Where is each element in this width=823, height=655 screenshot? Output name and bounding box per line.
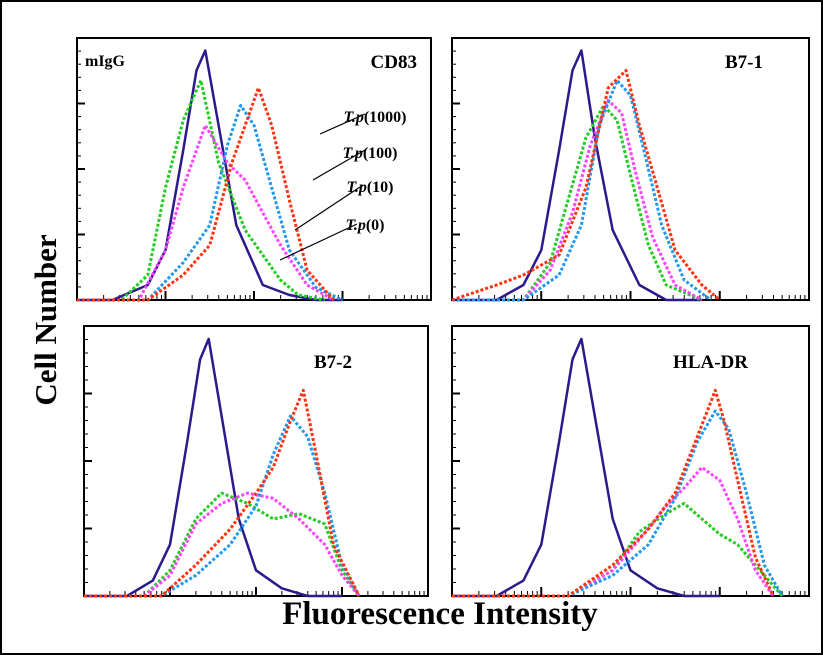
- plot-frame-b7-2: [83, 325, 429, 597]
- series-line-migg-hla-dr: [452, 337, 720, 598]
- outer-border-bottom: [0, 653, 823, 655]
- histogram-panel-hla-dr: HLA-DR: [448, 322, 813, 598]
- series-line-migg-b7-2: [84, 337, 342, 598]
- annotation-leader-t-p-0: [279, 223, 358, 261]
- series-line-migg-cd83: [77, 49, 343, 302]
- histogram-panel-b7-1: B7-1: [448, 30, 813, 310]
- series-line-t-p-1000-hla-dr: [452, 388, 775, 598]
- annotation-leader-t-p-1000: [319, 113, 366, 135]
- corner-label-cd83: mIgG: [85, 53, 126, 70]
- annotation-leader-t-p-100: [312, 149, 366, 181]
- series-line-t-p-10-hla-dr: [452, 465, 775, 598]
- annotation-label-t-p-100: T.p(100): [343, 145, 398, 162]
- panel-title-b7-1: B7-1: [725, 52, 763, 73]
- plot-frame-cd83: [76, 37, 432, 301]
- series-line-t-p-10-b7-2: [84, 491, 361, 598]
- outer-border-top: [0, 0, 823, 2]
- y-axis-label: Cell Number: [28, 234, 63, 406]
- histogram-svg-b7-1: B7-1: [451, 37, 810, 302]
- histogram-panel-b7-2: B7-2: [72, 322, 438, 598]
- series-line-t-p-0-cd83: [77, 78, 326, 302]
- series-line-t-p-0-b7-2: [84, 491, 361, 598]
- panel-title-hla-dr: HLA-DR: [673, 352, 748, 373]
- series-line-t-p-100-hla-dr: [452, 409, 784, 598]
- histogram-svg-b7-2: B7-2: [83, 325, 429, 598]
- panel-title-cd83: CD83: [371, 52, 417, 73]
- series-line-migg-b7-1: [452, 49, 702, 302]
- outer-border-right: [821, 0, 823, 655]
- series-line-t-p-1000-cd83: [77, 86, 335, 302]
- series-line-t-p-100-b7-2: [84, 414, 361, 598]
- series-line-t-p-10-b7-1: [452, 98, 703, 302]
- series-line-t-p-1000-b7-2: [84, 388, 361, 598]
- series-line-t-p-1000-b7-1: [451, 68, 721, 302]
- histogram-panel-cd83: CD83 mIgG T.p(1000) T.p(100) T.p(10) T.p(0): [65, 30, 443, 310]
- panel-title-b7-2: B7-2: [314, 352, 352, 373]
- annotation-label-t-p-10: T.p(10): [347, 179, 394, 196]
- x-axis-label: Fluorescence Intensity: [282, 596, 598, 632]
- series-line-t-p-0-hla-dr: [452, 501, 784, 598]
- plot-frame-b7-1: [451, 37, 810, 301]
- outer-border-left: [0, 0, 2, 655]
- series-line-t-p-100-b7-1: [452, 78, 712, 302]
- histogram-svg-cd83: CD83 mIgG T.p(1000) T.p(100) T.p(10) T.p(0): [76, 37, 432, 302]
- annotation-label-t-p-1000: T.p(1000): [344, 109, 407, 126]
- series-line-t-p-100-cd83: [77, 103, 344, 302]
- annotation-label-t-p-0: T.p(0): [346, 217, 385, 234]
- histogram-svg-hla-dr: HLA-DR: [451, 325, 810, 598]
- series-line-t-p-0-b7-1: [452, 103, 703, 302]
- series-line-t-p-10-cd83: [77, 123, 335, 302]
- annotation-leader-t-p-10: [294, 184, 364, 231]
